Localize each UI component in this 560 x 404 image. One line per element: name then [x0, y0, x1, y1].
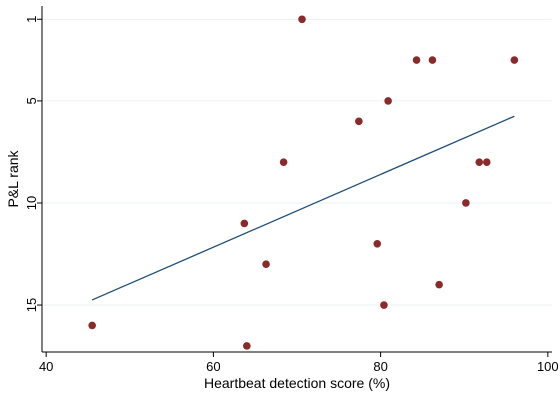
fit-line — [91, 115, 515, 301]
data-point-10 — [462, 199, 470, 207]
data-point-6 — [355, 117, 363, 126]
y-tick-label-5: 5 — [24, 97, 39, 104]
x-tick-label-40: 40 — [39, 359, 53, 374]
grid-layer — [42, 18, 552, 306]
data-point-9 — [482, 158, 491, 166]
y-axis-label: P&L rank — [5, 149, 21, 207]
data-point-3 — [428, 56, 437, 64]
x-tick-label-80: 80 — [373, 359, 387, 374]
axis-layer — [41, 6, 552, 353]
data-point-1 — [298, 15, 306, 24]
data-point-4 — [510, 56, 519, 64]
data-point-8 — [475, 158, 484, 166]
y-tick-label-1: 1 — [24, 16, 39, 23]
x-axis-label: Heartbeat detection score (%) — [204, 375, 390, 391]
data-point-5 — [384, 97, 392, 105]
data-point-7 — [279, 158, 288, 166]
plot-area — [88, 15, 519, 350]
data-point-14 — [435, 280, 443, 289]
data-point-2 — [412, 56, 421, 64]
x-tick-label-100: 100 — [537, 359, 559, 374]
data-point-15 — [380, 301, 388, 309]
data-point-11 — [240, 219, 249, 228]
data-point-12 — [373, 240, 382, 248]
data-point-16 — [88, 321, 96, 330]
data-point-13 — [262, 260, 270, 269]
data-point-17 — [243, 342, 251, 350]
y-tick-label-15: 15 — [24, 298, 39, 312]
x-tick-label-60: 60 — [206, 359, 220, 374]
y-tick-label-10: 10 — [24, 196, 39, 210]
